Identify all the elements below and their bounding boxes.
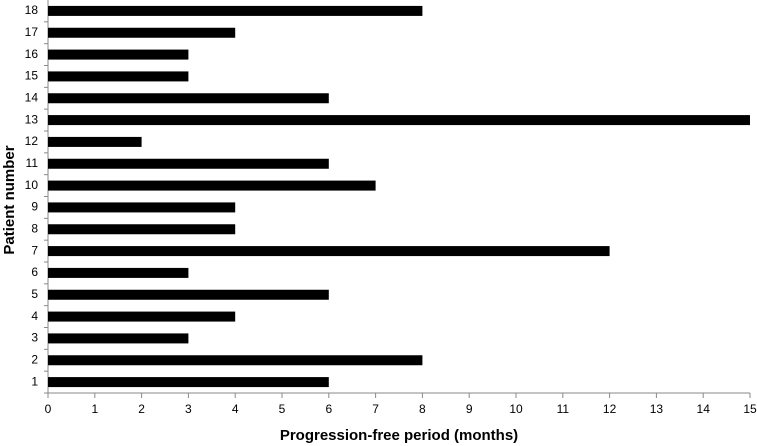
bar [48, 158, 329, 169]
y-tick-label: 4 [31, 309, 38, 323]
y-tick-label: 13 [25, 112, 39, 126]
x-tick-label: 15 [743, 402, 757, 416]
x-tick-label: 2 [138, 402, 145, 416]
x-tick-label: 11 [557, 402, 570, 416]
bar [48, 377, 329, 388]
x-tick-label: 10 [509, 402, 523, 416]
y-tick-label: 7 [31, 243, 38, 257]
y-tick-label: 11 [26, 156, 39, 170]
bar [48, 27, 236, 38]
bar [48, 267, 189, 278]
y-tick-label: 9 [31, 200, 38, 214]
x-tick-label: 14 [697, 402, 711, 416]
y-tick-label: 14 [25, 90, 39, 104]
x-tick-label: 4 [232, 402, 239, 416]
y-tick-label: 16 [25, 47, 39, 61]
x-tick-label: 7 [372, 402, 379, 416]
bar [48, 355, 423, 366]
bar [48, 115, 750, 126]
x-tick-label: 1 [91, 402, 98, 416]
x-tick-label: 8 [419, 402, 426, 416]
y-tick-label: 15 [25, 69, 39, 83]
y-tick-label: 6 [31, 265, 38, 279]
y-tick-label: 5 [31, 287, 38, 301]
bar [48, 49, 189, 60]
bar [48, 71, 189, 82]
bar [48, 246, 610, 257]
bar [48, 333, 189, 344]
x-axis-title: Progression-free period (months) [280, 427, 518, 444]
y-tick-label: 17 [25, 25, 39, 39]
bar [48, 180, 376, 191]
x-tick-label: 5 [279, 402, 286, 416]
y-tick-label: 2 [31, 352, 38, 366]
bar [48, 136, 142, 147]
x-tick-label: 9 [466, 402, 473, 416]
y-tick-label: 1 [31, 374, 38, 388]
bar [48, 289, 329, 300]
bar [48, 311, 236, 322]
y-tick-label: 18 [25, 3, 39, 17]
x-tick-label: 13 [650, 402, 664, 416]
x-tick-label: 0 [45, 402, 52, 416]
y-tick-label: 3 [31, 331, 38, 345]
y-tick-label: 10 [25, 178, 39, 192]
y-tick-label: 12 [25, 134, 39, 148]
bar [48, 202, 236, 213]
x-tick-label: 6 [325, 402, 332, 416]
x-tick-label: 12 [603, 402, 617, 416]
y-tick-label: 8 [31, 221, 38, 235]
bar [48, 93, 329, 104]
bar [48, 5, 423, 16]
x-tick-label: 3 [185, 402, 192, 416]
bar [48, 224, 236, 235]
y-axis-title: Patient number [1, 145, 18, 254]
